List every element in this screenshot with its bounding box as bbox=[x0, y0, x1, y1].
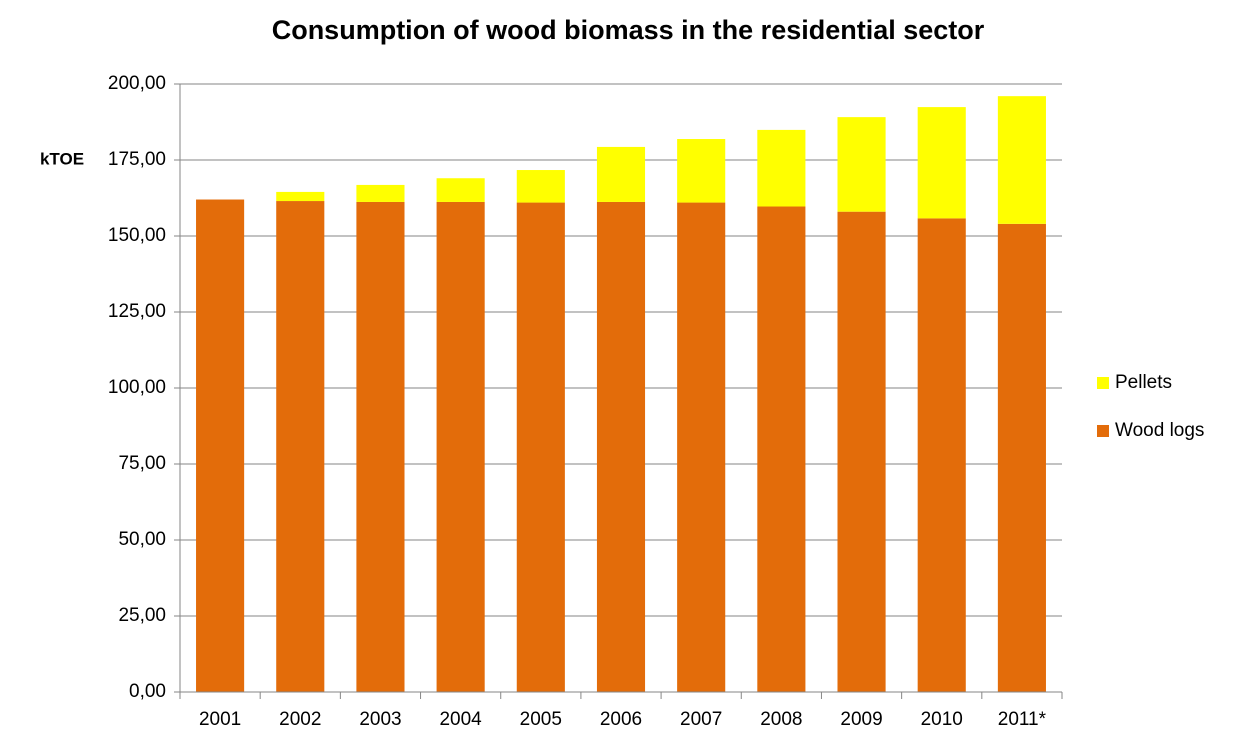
x-tick-label: 2002 bbox=[279, 709, 321, 730]
y-axis-label: kTOE bbox=[40, 149, 84, 168]
bar-segment bbox=[276, 201, 325, 693]
bar-segment bbox=[837, 211, 886, 692]
bar-segment bbox=[917, 218, 966, 693]
bar-segment bbox=[356, 184, 405, 202]
y-tick-label: 75,00 bbox=[118, 453, 166, 474]
y-tick-label: 175,00 bbox=[108, 149, 166, 170]
bar-segment bbox=[196, 199, 245, 692]
bar-segment bbox=[516, 202, 565, 692]
x-tick-label: 2001 bbox=[199, 709, 241, 730]
bar-segment bbox=[436, 178, 485, 202]
x-tick-label: 2009 bbox=[840, 709, 882, 730]
bar-segment bbox=[997, 96, 1046, 224]
legend-swatch bbox=[1097, 377, 1109, 389]
legend-swatch bbox=[1097, 425, 1109, 437]
chart-title: Consumption of wood biomass in the resid… bbox=[272, 15, 985, 45]
bar-segment bbox=[997, 223, 1046, 692]
x-tick-label: 2011* bbox=[998, 709, 1047, 730]
bar-segment bbox=[276, 191, 325, 202]
bar-segment bbox=[757, 129, 806, 207]
y-tick-label: 200,00 bbox=[108, 73, 166, 94]
x-tick-label: 2003 bbox=[359, 709, 401, 730]
x-tick-label: 2004 bbox=[439, 709, 482, 730]
y-tick-label: 25,00 bbox=[118, 605, 166, 626]
x-tick-label: 2010 bbox=[921, 709, 963, 730]
y-tick-label: 150,00 bbox=[108, 225, 166, 246]
bar-segment bbox=[356, 201, 405, 692]
legend-label: Wood logs bbox=[1115, 420, 1204, 441]
y-tick-label: 100,00 bbox=[108, 377, 166, 398]
bar-segment bbox=[596, 201, 646, 692]
x-tick-label: 2008 bbox=[760, 709, 802, 730]
bar-segment bbox=[677, 139, 726, 203]
y-tick-label: 0,00 bbox=[129, 681, 166, 702]
x-tick-label: 2007 bbox=[680, 709, 722, 730]
x-tick-label: 2005 bbox=[520, 709, 562, 730]
x-tick-label: 2006 bbox=[600, 709, 642, 730]
bar-segment bbox=[516, 170, 565, 203]
y-tick-label: 50,00 bbox=[118, 529, 166, 550]
bar-segment bbox=[596, 146, 646, 202]
bar-segment bbox=[677, 202, 726, 692]
bar-segment bbox=[837, 117, 886, 212]
bar-segment bbox=[436, 201, 485, 692]
bar-segment bbox=[917, 107, 966, 219]
y-tick-label: 125,00 bbox=[108, 301, 166, 322]
bar-segment bbox=[757, 206, 806, 692]
legend-label: Pellets bbox=[1115, 372, 1172, 393]
